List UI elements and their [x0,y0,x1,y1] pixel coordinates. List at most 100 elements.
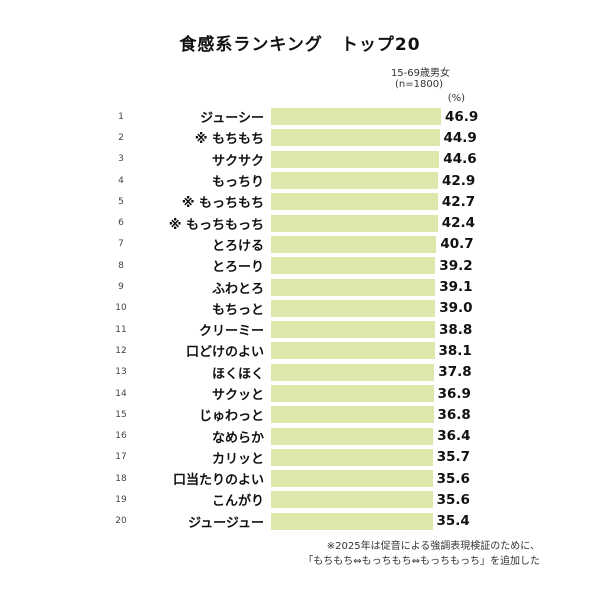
rank-label: 17 [115,452,127,463]
item-label: とろーり [211,260,264,276]
chart-row: 4 もっちり 42.9 [110,170,478,191]
bar [271,448,433,466]
value-label: 42.4 [441,215,475,232]
bar [271,321,435,339]
bar [271,491,433,509]
bar [271,385,434,402]
chart-row: 3 サクサク 44.6 [110,149,478,170]
chart-row: 5 ※ もっちもち 42.7 [110,191,478,212]
chart-row: 2 ※ もちもち 44.9 [110,127,478,148]
bar [271,342,435,360]
rank-label: 5 [118,196,124,207]
value-label: 39.2 [439,257,473,274]
bar [271,470,433,488]
bar [271,108,441,126]
value-label: 35.6 [436,491,470,508]
rank-label: 11 [115,324,127,335]
value-label: 42.7 [441,193,476,210]
chart-row: 8 とろーり 39.2 [110,255,478,276]
value-label: 44.6 [443,151,477,168]
value-label: 35.6 [436,470,470,487]
item-label: もちっと [211,302,264,318]
bar [271,512,433,530]
value-label: 46.9 [445,108,479,125]
rank-label: 18 [115,473,127,484]
item-label: ふわとろ [211,281,264,297]
chart-row: 20 ジュージュー 35.4 [110,511,478,532]
meta-audience: 15-69歳男女 [390,68,450,79]
item-label: ※ もっちもっち [168,217,264,233]
value-label: 39.1 [439,279,473,296]
meta-sample-size: (n=1800) [395,79,443,90]
value-label: 44.9 [443,129,477,146]
rank-label: 13 [115,367,127,378]
item-label: カリッと [211,451,264,467]
value-label: 37.8 [438,364,472,381]
chart-row: 10 もちっと 39.0 [110,298,478,319]
bar [271,214,438,232]
bar [271,150,440,168]
item-label: とろける [211,238,264,254]
chart-row: 13 ほくほく 37.8 [110,362,478,383]
chart-row: 15 じゅわっと 36.8 [110,404,478,425]
chart-row: 1 ジューシー 46.9 [110,106,478,127]
item-label: サクッと [211,388,264,403]
rank-label: 3 [118,154,124,165]
footnote-line-1: ※2025年は促音による強調表現検証のために、 [326,541,540,552]
value-label: 40.7 [440,236,474,253]
page-title: 食感系ランキング トップ20 [179,35,421,55]
chart-row: 9 ふわとろ 39.1 [110,276,478,297]
bar [271,299,436,317]
item-label: ジューシー [200,111,264,127]
chart-row: 7 とろける 40.7 [110,234,478,255]
chart-row: 6 ※ もっちもっち 42.4 [110,212,478,233]
item-label: ほくほく [211,366,264,382]
item-label: もっちり [211,175,264,191]
rank-label: 12 [115,345,127,356]
item-label: ※ もっちもち [181,196,264,212]
bar [271,257,436,275]
chart-row: 16 なめらか 36.4 [110,425,478,446]
chart-row: 18 口当たりのよい 35.6 [110,468,478,489]
item-label: じゅわっと [198,409,264,425]
chart-row: 19 こんがり 35.6 [110,489,478,510]
rank-label: 16 [115,431,127,442]
footnotes: ※2025年は促音による強調表現検証のために、 「もちもち⇔もっちもち⇔もっちも… [0,539,540,569]
chart-row: 11 クリーミー 38.8 [110,319,478,340]
value-label: 39.0 [439,300,473,317]
rank-label: 14 [115,388,127,399]
rank-label: 6 [118,218,124,229]
chart-row: 17 カリッと 35.7 [110,447,478,468]
footnote-line-2: 「もちもち⇔もっちもち⇔もっちもっち」を追加した [303,556,540,567]
bar-chart: 1 ジューシー 46.9 2 ※ もちもち 44.9 3 サクサク 44.6 4 もっちり 42.9 5… [110,106,478,532]
value-label: 42.9 [442,172,476,189]
item-label: 口当たりのよい [172,473,264,489]
item-label: サクサク [211,153,264,169]
bar [271,278,436,296]
value-label: 38.8 [439,321,473,338]
value-label: 38.1 [438,342,472,359]
bar [271,235,437,253]
bar [271,427,434,445]
rank-label: 1 [118,111,124,122]
value-label: 36.4 [437,428,471,445]
rank-label: 9 [118,282,124,293]
rank-label: 10 [115,303,127,314]
item-label: ジュージュー [188,515,264,531]
rank-label: 7 [118,239,124,250]
value-label: 36.9 [437,385,471,402]
rank-label: 2 [118,132,124,143]
item-label: なめらか [211,430,264,446]
item-label: クリーミー [198,324,264,340]
bar [271,363,435,381]
rank-label: 20 [115,516,127,527]
rank-label: 8 [118,260,124,271]
rank-label: 19 [115,494,127,505]
chart-row: 12 口どけのよい 38.1 [110,340,478,361]
meta-unit-label: (%) [447,93,465,104]
bar [271,406,434,424]
rank-label: 15 [115,409,127,420]
value-label: 35.4 [436,513,470,530]
value-label: 35.7 [436,449,470,466]
